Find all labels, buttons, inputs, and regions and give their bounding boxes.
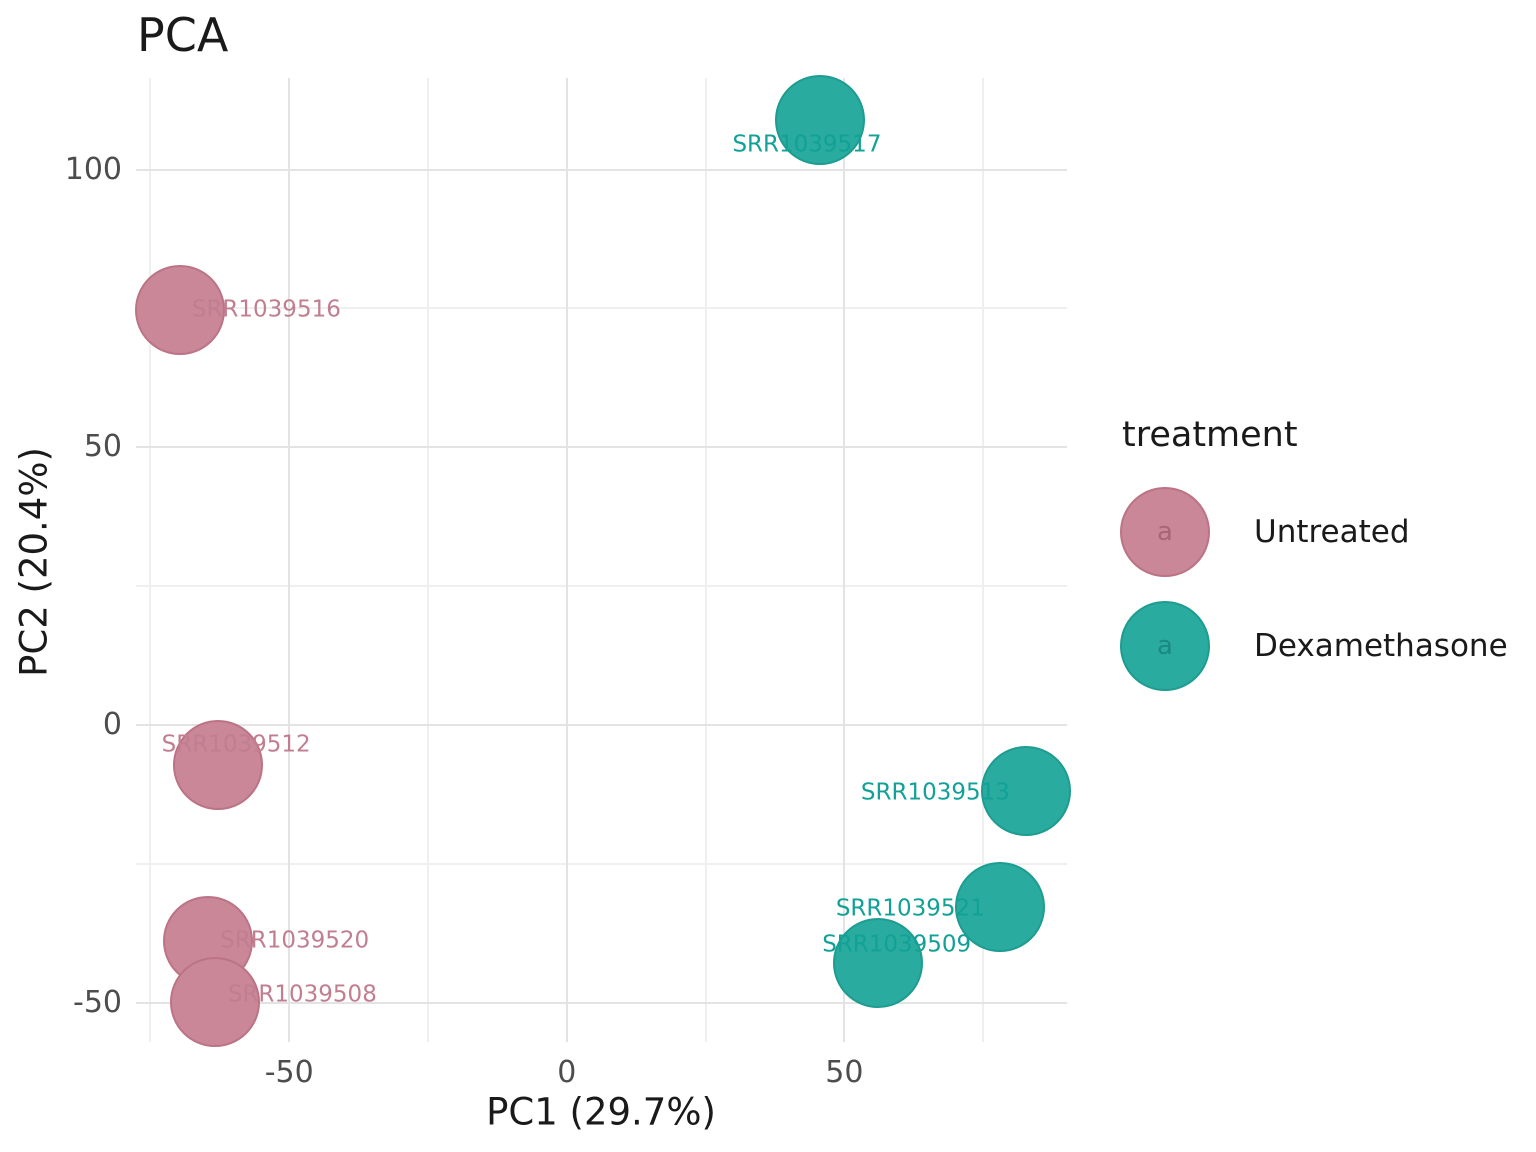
gridline-vertical-major xyxy=(288,78,291,1042)
data-point-label-SRR1039517: SRR1039517 xyxy=(732,131,882,158)
legend-item-label: Dexamethasone xyxy=(1254,628,1508,664)
gridline-horizontal-major xyxy=(136,168,1067,171)
data-point-label-SRR1039516: SRR1039516 xyxy=(191,296,341,323)
data-point-label-SRR1039512: SRR1039512 xyxy=(161,731,311,758)
data-point-SRR1039509 xyxy=(832,918,923,1009)
legend-key-circle: a xyxy=(1120,601,1210,691)
plot-title: PCA xyxy=(137,8,229,62)
gridline-vertical-minor xyxy=(427,78,429,1042)
gridline-horizontal-minor xyxy=(136,585,1067,588)
data-point-label-SRR1039509: SRR1039509 xyxy=(822,931,972,958)
x-tick-label: 50 xyxy=(825,1055,864,1090)
legend: treatment a Untreated a Dexamethasone xyxy=(1120,415,1508,691)
data-point-SRR1039512 xyxy=(173,719,264,810)
legend-key-glyph: a xyxy=(1157,631,1173,661)
legend-title: treatment xyxy=(1122,415,1298,455)
y-tick-label: 0 xyxy=(102,706,122,742)
gridline-horizontal-major xyxy=(136,446,1067,449)
data-point-SRR1039516 xyxy=(134,265,225,356)
y-tick-label: 100 xyxy=(64,151,122,187)
data-point-SRR1039508 xyxy=(169,957,260,1048)
y-tick-label: -50 xyxy=(73,984,122,1020)
legend-key-glyph: a xyxy=(1157,517,1173,547)
legend-item-dexamethasone: a Dexamethasone xyxy=(1120,601,1508,691)
data-point-SRR1039513 xyxy=(980,746,1071,836)
legend-item-untreated: a Untreated xyxy=(1120,487,1410,577)
data-point-label-SRR1039513: SRR1039513 xyxy=(860,779,1010,806)
gridline-horizontal-major xyxy=(136,723,1067,726)
x-tick-label: 0 xyxy=(557,1055,577,1090)
data-point-label-SRR1039521: SRR1039521 xyxy=(835,895,985,922)
data-point-label-SRR1039508: SRR1039508 xyxy=(227,981,377,1008)
gridline-vertical-minor xyxy=(982,78,985,1042)
gridline-vertical-major xyxy=(565,78,568,1042)
gridline-horizontal-minor xyxy=(136,307,1067,310)
gridline-vertical-minor xyxy=(704,78,707,1042)
gridline-vertical-minor xyxy=(149,78,152,1042)
legend-item-label: Untreated xyxy=(1254,514,1410,550)
x-axis-title: PC1 (29.7%) xyxy=(486,1090,716,1134)
gridline-vertical-major xyxy=(843,78,846,1042)
y-tick-label: 50 xyxy=(83,429,122,465)
legend-key-circle: a xyxy=(1120,487,1210,577)
data-point-label-SRR1039520: SRR1039520 xyxy=(220,927,370,954)
gridline-horizontal-major xyxy=(136,1001,1067,1004)
x-tick-label: -50 xyxy=(264,1055,314,1090)
gridline-horizontal-minor xyxy=(136,862,1067,865)
y-axis-title: PC2 (20.4%) xyxy=(12,447,56,677)
data-point-SRR1039521 xyxy=(954,862,1045,953)
data-point-SRR1039517 xyxy=(774,75,865,166)
